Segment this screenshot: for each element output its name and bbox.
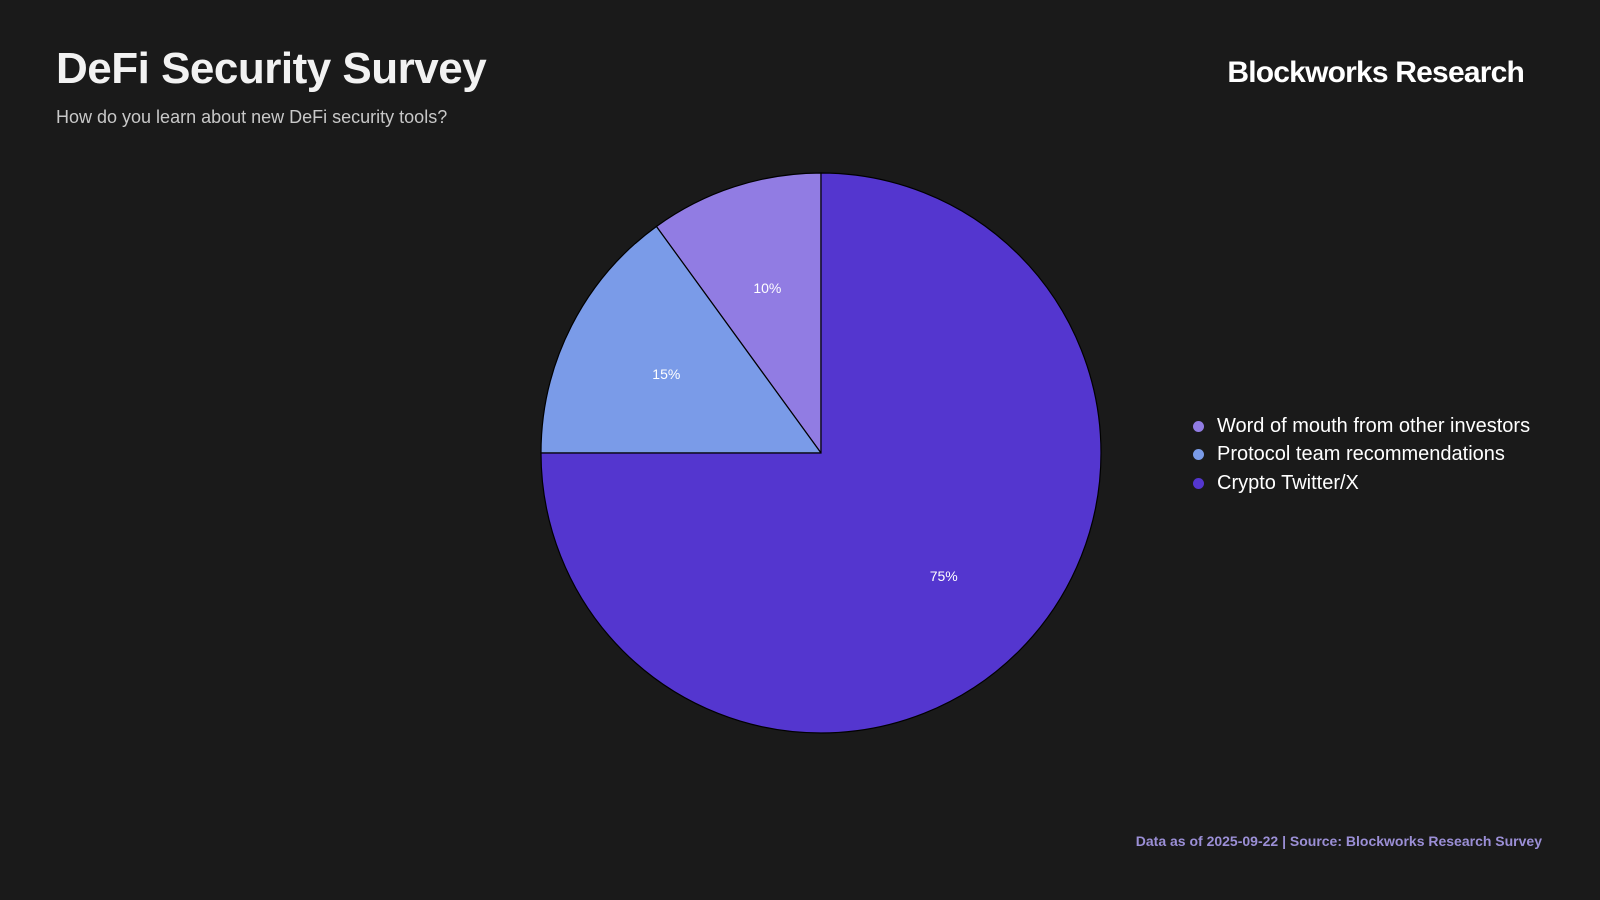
legend-item-1[interactable]: Word of mouth from other investors xyxy=(1193,412,1530,441)
pie-slice-label-3: 75% xyxy=(930,568,958,584)
legend-item-3[interactable]: Crypto Twitter/X xyxy=(1193,469,1530,498)
source-footnote: Data as of 2025-09-22 | Source: Blockwor… xyxy=(1135,833,1542,849)
legend-label: Word of mouth from other investors xyxy=(1217,414,1531,437)
brand-logo-text: Blockworks Research xyxy=(1227,56,1524,89)
pie-slice-label-2: 15% xyxy=(652,366,680,382)
pie-slice-3[interactable] xyxy=(540,172,1102,734)
legend-dot-icon xyxy=(1193,477,1204,489)
pie-slices xyxy=(540,172,1102,734)
chart-legend: Word of mouth from other investors Protoc… xyxy=(1193,412,1530,498)
pie-slice-label-1: 10% xyxy=(753,280,781,296)
legend-dot-icon xyxy=(1193,449,1204,461)
legend-label: Crypto Twitter/X xyxy=(1217,471,1359,494)
legend-label: Protocol team recommendations xyxy=(1217,443,1505,466)
pie-slice-1[interactable] xyxy=(655,172,822,455)
chart-title: DeFi Security Survey xyxy=(56,44,487,93)
legend-item-2[interactable]: Protocol team recommendations xyxy=(1193,441,1530,470)
pie-labels: 10% 15% 75% xyxy=(652,280,957,584)
pie-slice-2[interactable] xyxy=(540,225,823,454)
chart-subtitle: How do you learn about new DeFi security… xyxy=(56,107,448,127)
legend-dot-icon xyxy=(1193,420,1204,432)
